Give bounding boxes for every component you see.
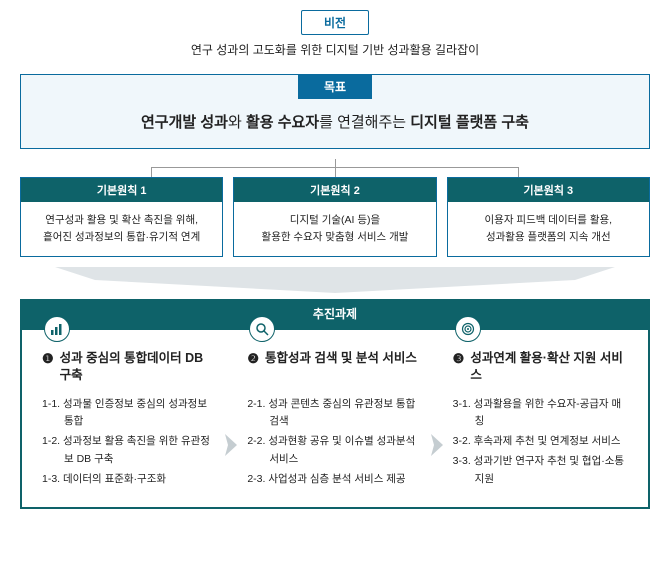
tasks-box: ❶성과 중심의 통합데이터 DB 구축 1-1. 성과물 인증정보 중심의 성과… xyxy=(20,328,650,509)
vision-tag: 비전 xyxy=(301,10,369,35)
principle-2-body: 디지털 기술(AI 등)을활용한 수요자 맞춤형 서비스 개발 xyxy=(234,202,435,256)
principle-1-head: 기본원칙 1 xyxy=(21,178,222,202)
right-arrow-icon xyxy=(429,400,447,491)
list-item: 3-1. 성과활용을 위한 수요자-공급자 매칭 xyxy=(453,396,628,432)
list-item: 1-2. 성과정보 활용 촉진을 위한 유관정보 DB 구축 xyxy=(42,433,217,469)
connector-lines xyxy=(60,159,610,177)
vision-text: 연구 성과의 고도화를 위한 디지털 기반 성과활용 길라잡이 xyxy=(20,35,650,66)
principle-3: 기본원칙 3 이용자 피드백 데이터를 활용,성과활용 플랫폼의 지속 개선 xyxy=(447,177,650,257)
task-1-list: 1-1. 성과물 인증정보 중심의 성과정보 통합 1-2. 성과정보 활용 촉… xyxy=(42,396,217,489)
search-icon xyxy=(249,316,275,342)
task-1: ❶성과 중심의 통합데이터 DB 구축 1-1. 성과물 인증정보 중심의 성과… xyxy=(36,350,223,491)
vision-section: 비전 연구 성과의 고도화를 위한 디지털 기반 성과활용 길라잡이 xyxy=(20,10,650,66)
list-item: 2-2. 성과현황 공유 및 이슈별 성과분석 서비스 xyxy=(247,433,422,469)
list-item: 1-1. 성과물 인증정보 중심의 성과정보 통합 xyxy=(42,396,217,432)
task-3-list: 3-1. 성과활용을 위한 수요자-공급자 매칭 3-2. 후속과제 추천 및 … xyxy=(453,396,628,489)
tasks-header: 추진과제 xyxy=(20,299,650,328)
goal-box: 목표 연구개발 성과와 활용 수요자를 연결해주는 디지털 플랫폼 구축 xyxy=(20,74,650,149)
principles-row: 기본원칙 1 연구성과 활용 및 확산 촉진을 위해,흩어진 성과정보의 통합·… xyxy=(20,177,650,257)
principle-2: 기본원칙 2 디지털 기술(AI 등)을활용한 수요자 맞춤형 서비스 개발 xyxy=(233,177,436,257)
principle-1-body: 연구성과 활용 및 확산 촉진을 위해,흩어진 성과정보의 통합·유기적 연계 xyxy=(21,202,222,256)
list-item: 3-2. 후속과제 추천 및 연계정보 서비스 xyxy=(453,433,628,451)
task-1-title: ❶성과 중심의 통합데이터 DB 구축 xyxy=(42,350,217,386)
list-item: 3-3. 성과기반 연구자 추천 및 협업·소통지원 xyxy=(453,453,628,489)
target-icon xyxy=(455,316,481,342)
list-item: 2-3. 사업성과 심층 분석 서비스 제공 xyxy=(247,471,422,489)
principle-2-head: 기본원칙 2 xyxy=(234,178,435,202)
goal-tag: 목표 xyxy=(298,74,372,99)
goal-text: 연구개발 성과와 활용 수요자를 연결해주는 디지털 플랫폼 구축 xyxy=(21,99,649,148)
right-arrow-icon xyxy=(223,400,241,491)
task-2-title: ❷통합성과 검색 및 분석 서비스 xyxy=(247,350,422,386)
task-2-list: 2-1. 성과 콘텐츠 중심의 유관정보 통합검색 2-2. 성과현황 공유 및… xyxy=(247,396,422,489)
task-3-title: ❸성과연계 활용·확산 지원 서비스 xyxy=(453,350,628,386)
chart-icon xyxy=(44,316,70,342)
principle-1: 기본원칙 1 연구성과 활용 및 확산 촉진을 위해,흩어진 성과정보의 통합·… xyxy=(20,177,223,257)
task-2: ❷통합성과 검색 및 분석 서비스 2-1. 성과 콘텐츠 중심의 유관정보 통… xyxy=(241,350,428,491)
principle-3-head: 기본원칙 3 xyxy=(448,178,649,202)
principle-3-body: 이용자 피드백 데이터를 활용,성과활용 플랫폼의 지속 개선 xyxy=(448,202,649,256)
down-arrow-icon xyxy=(20,267,650,293)
task-3: ❸성과연계 활용·확산 지원 서비스 3-1. 성과활용을 위한 수요자-공급자… xyxy=(447,350,634,491)
list-item: 2-1. 성과 콘텐츠 중심의 유관정보 통합검색 xyxy=(247,396,422,432)
list-item: 1-3. 데이터의 표준화·구조화 xyxy=(42,471,217,489)
